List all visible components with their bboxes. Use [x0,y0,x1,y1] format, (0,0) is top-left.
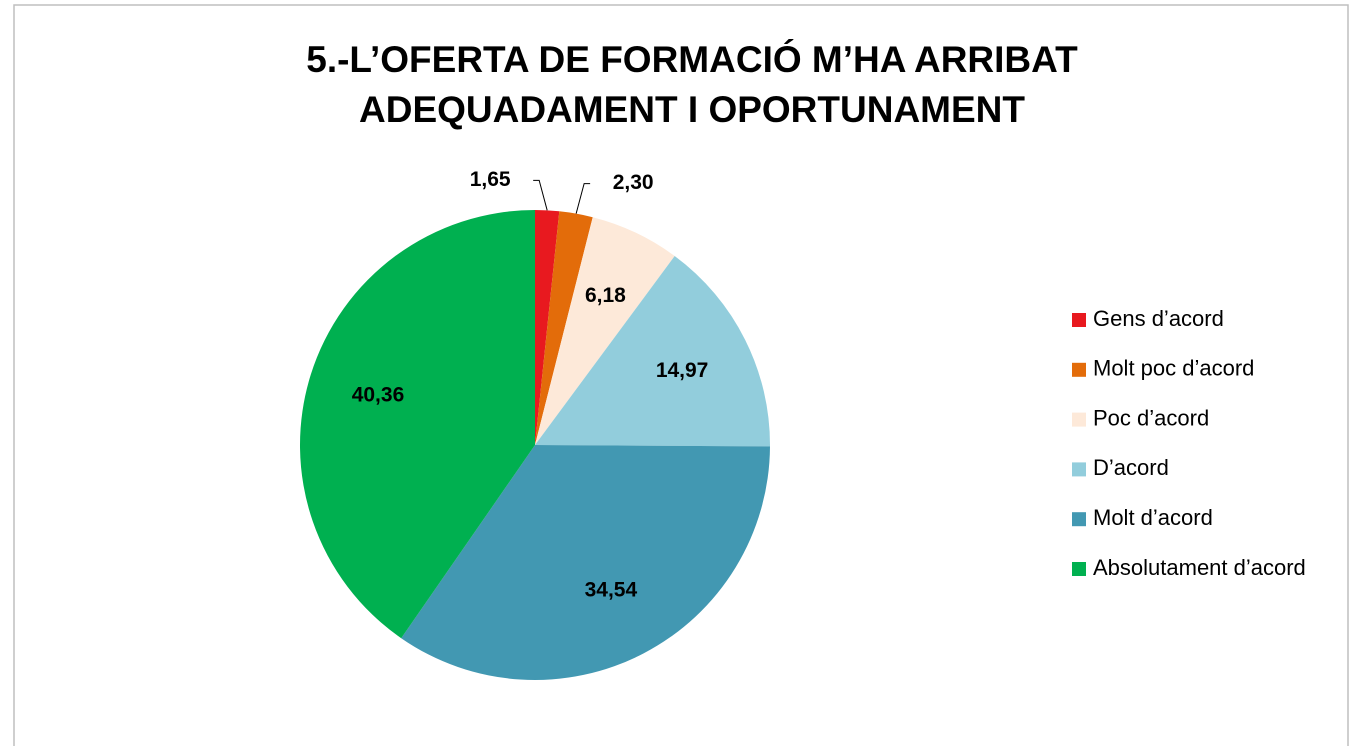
data-label: 1,65 [470,168,511,191]
legend-label: Absolutament d’acord [1093,555,1306,580]
pie-slice [535,211,593,445]
leader-line [533,179,548,211]
pie-slice [535,210,560,445]
pie-slice [535,256,770,447]
legend-swatch [1072,313,1086,327]
pie-slice [401,445,770,681]
chart-title: ADEQUADAMENT I OPORTUNAMENT [359,89,1025,130]
legend-label: Molt d’acord [1093,505,1213,530]
pie-slice [299,210,535,639]
data-label: 2,30 [613,171,654,194]
pie-slice [535,217,675,445]
data-label: 40,36 [352,383,405,406]
leader-line [575,183,591,214]
legend-label: Molt poc d’acord [1093,356,1254,381]
legend-label: Poc d’acord [1093,405,1209,430]
data-label: 6,18 [585,284,626,307]
legend-label: D’acord [1093,455,1169,480]
legend-label: Gens d’acord [1093,306,1224,331]
legend-swatch [1072,462,1086,477]
data-label: 14,97 [656,359,709,382]
legend-swatch [1072,362,1086,377]
legend-swatch [1072,412,1086,427]
chart-title: 5.-L’OFERTA DE FORMACIÓ M’HA ARRIBAT [306,38,1078,80]
legend-swatch [1072,562,1086,576]
data-label: 34,54 [585,579,638,602]
legend-swatch [1072,512,1086,527]
